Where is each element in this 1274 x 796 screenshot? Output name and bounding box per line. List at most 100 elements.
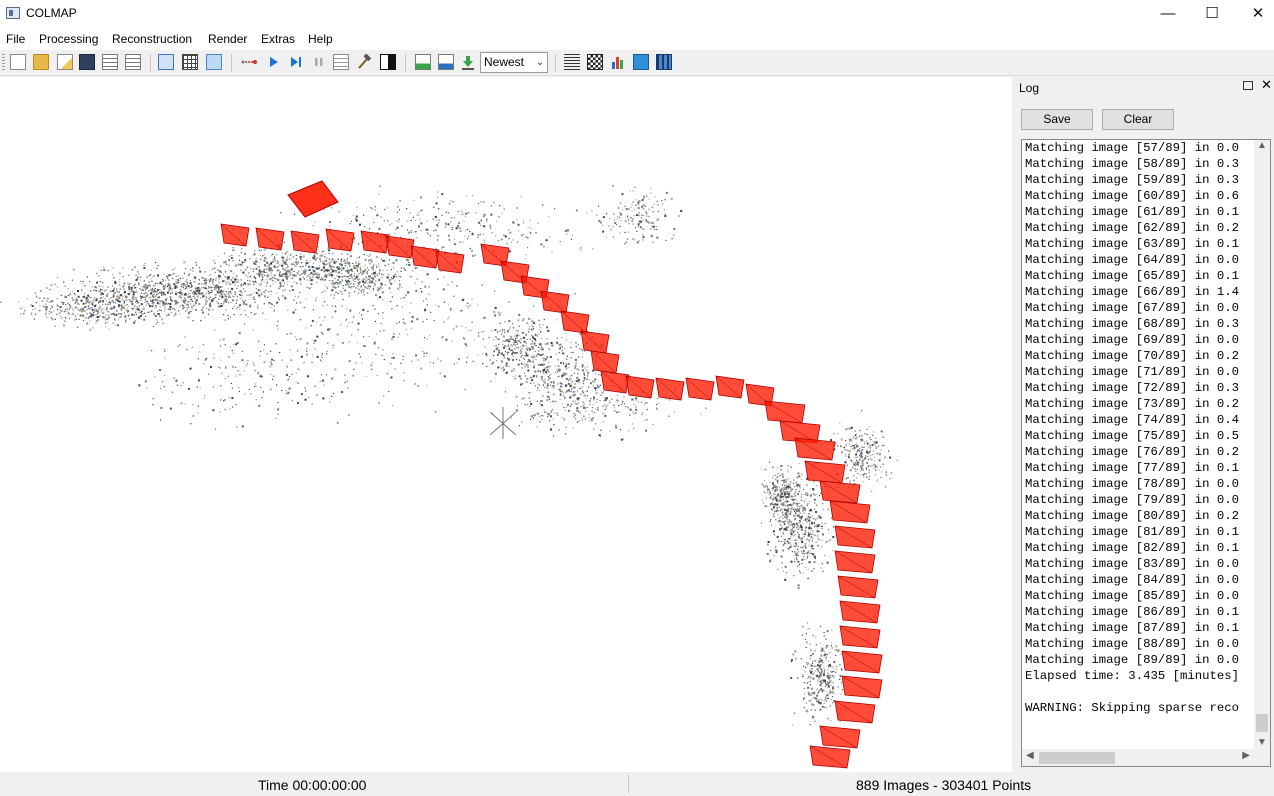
status-bar: Time 00:00:00:00 889 Images - 303401 Poi… xyxy=(0,772,1274,796)
add-images-2-icon[interactable] xyxy=(438,54,454,70)
hammer-icon[interactable] xyxy=(356,53,372,70)
log-line: Matching image [65/89] in 0.1 xyxy=(1025,269,1240,283)
log-line: Matching image [76/89] in 0.2 xyxy=(1025,445,1240,459)
export-icon[interactable] xyxy=(125,54,141,70)
model-viewer[interactable] xyxy=(0,77,1012,772)
log-line: WARNING: Skipping sparse reco xyxy=(1025,701,1240,715)
play-icon[interactable] xyxy=(266,54,282,70)
reconstruction-select[interactable]: Newest ⌄ xyxy=(480,52,548,73)
step-icon[interactable] xyxy=(288,54,304,70)
vertical-scroll-thumb[interactable] xyxy=(1256,714,1268,732)
scroll-left-icon[interactable]: ◀ xyxy=(1026,750,1034,761)
scroll-down-icon[interactable]: ▼ xyxy=(1257,737,1267,748)
log-line: Matching image [60/89] in 0.6 xyxy=(1025,189,1240,203)
horizontal-scrollbar[interactable]: ◀ ▶ xyxy=(1022,749,1270,766)
toolbar-separator xyxy=(555,54,556,72)
toolbar xyxy=(0,50,1274,76)
point-cloud-canvas[interactable] xyxy=(0,77,1012,772)
menu-bar: File Processing Reconstruction Render Ex… xyxy=(0,28,1274,50)
list-icon[interactable] xyxy=(564,54,580,70)
log-line: Matching image [85/89] in 0.0 xyxy=(1025,589,1240,603)
add-images-icon[interactable] xyxy=(415,54,431,70)
log-line: Matching image [64/89] in 0.0 xyxy=(1025,253,1240,267)
toolbar-separator xyxy=(405,54,406,72)
database-icon[interactable] xyxy=(206,54,222,70)
float-panel-icon[interactable] xyxy=(1243,81,1253,90)
status-time: Time 00:00:00:00 xyxy=(258,777,367,793)
log-line: Matching image [68/89] in 0.3 xyxy=(1025,317,1240,331)
log-line: Matching image [77/89] in 0.1 xyxy=(1025,461,1240,475)
log-line: Matching image [75/89] in 0.5 xyxy=(1025,429,1240,443)
bundle-adjust-icon[interactable] xyxy=(333,54,349,70)
log-line: Matching image [66/89] in 1.4 xyxy=(1025,285,1240,299)
menu-reconstruction[interactable]: Reconstruction xyxy=(112,32,193,46)
log-line: Matching image [72/89] in 0.3 xyxy=(1025,381,1240,395)
scroll-right-icon[interactable]: ▶ xyxy=(1242,750,1250,761)
qr-icon[interactable] xyxy=(587,54,603,70)
grid-icon[interactable] xyxy=(182,54,198,70)
stats-icon[interactable] xyxy=(610,54,626,70)
log-line: Matching image [88/89] in 0.0 xyxy=(1025,637,1240,651)
log-clear-button[interactable]: Clear xyxy=(1102,109,1174,130)
open-project-icon[interactable] xyxy=(33,54,49,70)
log-line: Matching image [83/89] in 0.0 xyxy=(1025,557,1240,571)
log-line: Matching image [73/89] in 0.2 xyxy=(1025,397,1240,411)
status-counts: 889 Images - 303401 Points xyxy=(856,777,1032,793)
camera-frustums xyxy=(220,180,883,769)
log-panel: Log ✕ Save Clear Matching image [57/89] … xyxy=(1013,77,1274,772)
import-icon[interactable] xyxy=(102,54,118,70)
log-line: Matching image [59/89] in 0.3 xyxy=(1025,173,1240,187)
log-line: Matching image [89/89] in 0.0 xyxy=(1025,653,1240,667)
log-line: Matching image [74/89] in 0.4 xyxy=(1025,413,1240,427)
contrast-icon[interactable] xyxy=(380,54,396,70)
colmap-app-icon xyxy=(6,7,20,19)
log-line: Matching image [63/89] in 0.1 xyxy=(1025,237,1240,251)
log-line: Matching image [87/89] in 0.1 xyxy=(1025,621,1240,635)
horizontal-scroll-thumb[interactable] xyxy=(1039,752,1115,764)
close-button[interactable]: ✕ xyxy=(1251,5,1265,22)
title-bar: COLMAP — ☐ ✕ xyxy=(0,0,1274,28)
viewer-center-marker xyxy=(489,407,517,439)
vertical-scrollbar[interactable]: ▲ ▼ xyxy=(1254,140,1270,750)
log-lines: Matching image [57/89] in 0.0 Matching im… xyxy=(1025,140,1255,716)
chevron-down-icon: ⌄ xyxy=(535,57,544,68)
pause-icon[interactable] xyxy=(311,54,327,70)
menu-extras[interactable]: Extras xyxy=(261,32,296,46)
log-line: Elapsed time: 3.435 [minutes] xyxy=(1025,669,1240,683)
log-save-button[interactable]: Save xyxy=(1021,109,1093,130)
log-line: Matching image [82/89] in 0.1 xyxy=(1025,541,1240,555)
log-line: Matching image [71/89] in 0.0 xyxy=(1025,365,1240,379)
screenshot-icon[interactable] xyxy=(633,54,649,70)
window-title: COLMAP xyxy=(26,6,77,20)
log-line: Matching image [79/89] in 0.0 xyxy=(1025,493,1240,507)
log-line: Matching image [57/89] in 0.0 xyxy=(1025,141,1240,155)
menu-processing[interactable]: Processing xyxy=(39,32,99,46)
log-title: Log xyxy=(1019,81,1040,95)
video-icon[interactable] xyxy=(656,54,672,70)
log-output[interactable]: Matching image [57/89] in 0.0 Matching im… xyxy=(1021,139,1271,767)
edit-project-icon[interactable] xyxy=(57,54,73,70)
toolbar-separator xyxy=(231,54,232,72)
grab-image-icon[interactable] xyxy=(158,54,174,70)
log-line: Matching image [84/89] in 0.0 xyxy=(1025,573,1240,587)
log-line: Matching image [69/89] in 0.0 xyxy=(1025,333,1240,347)
status-divider xyxy=(628,775,629,793)
save-project-icon[interactable] xyxy=(79,54,95,70)
feature-extraction-icon[interactable] xyxy=(240,54,257,70)
new-project-icon[interactable] xyxy=(10,54,26,70)
log-line: Matching image [80/89] in 0.2 xyxy=(1025,509,1240,523)
download-icon[interactable] xyxy=(460,54,476,70)
log-line: Matching image [67/89] in 0.0 xyxy=(1025,301,1240,315)
menu-help[interactable]: Help xyxy=(308,32,333,46)
log-line: Matching image [62/89] in 0.2 xyxy=(1025,221,1240,235)
menu-render[interactable]: Render xyxy=(208,32,248,46)
reconstruction-select-value: Newest xyxy=(484,55,525,69)
log-line: Matching image [61/89] in 0.1 xyxy=(1025,205,1240,219)
log-line xyxy=(1025,684,1255,700)
close-panel-icon[interactable]: ✕ xyxy=(1261,77,1272,92)
maximize-button[interactable]: ☐ xyxy=(1205,5,1219,22)
scroll-up-icon[interactable]: ▲ xyxy=(1257,140,1267,151)
menu-file[interactable]: File xyxy=(6,32,26,46)
log-line: Matching image [58/89] in 0.3 xyxy=(1025,157,1240,171)
minimize-button[interactable]: — xyxy=(1160,5,1176,22)
